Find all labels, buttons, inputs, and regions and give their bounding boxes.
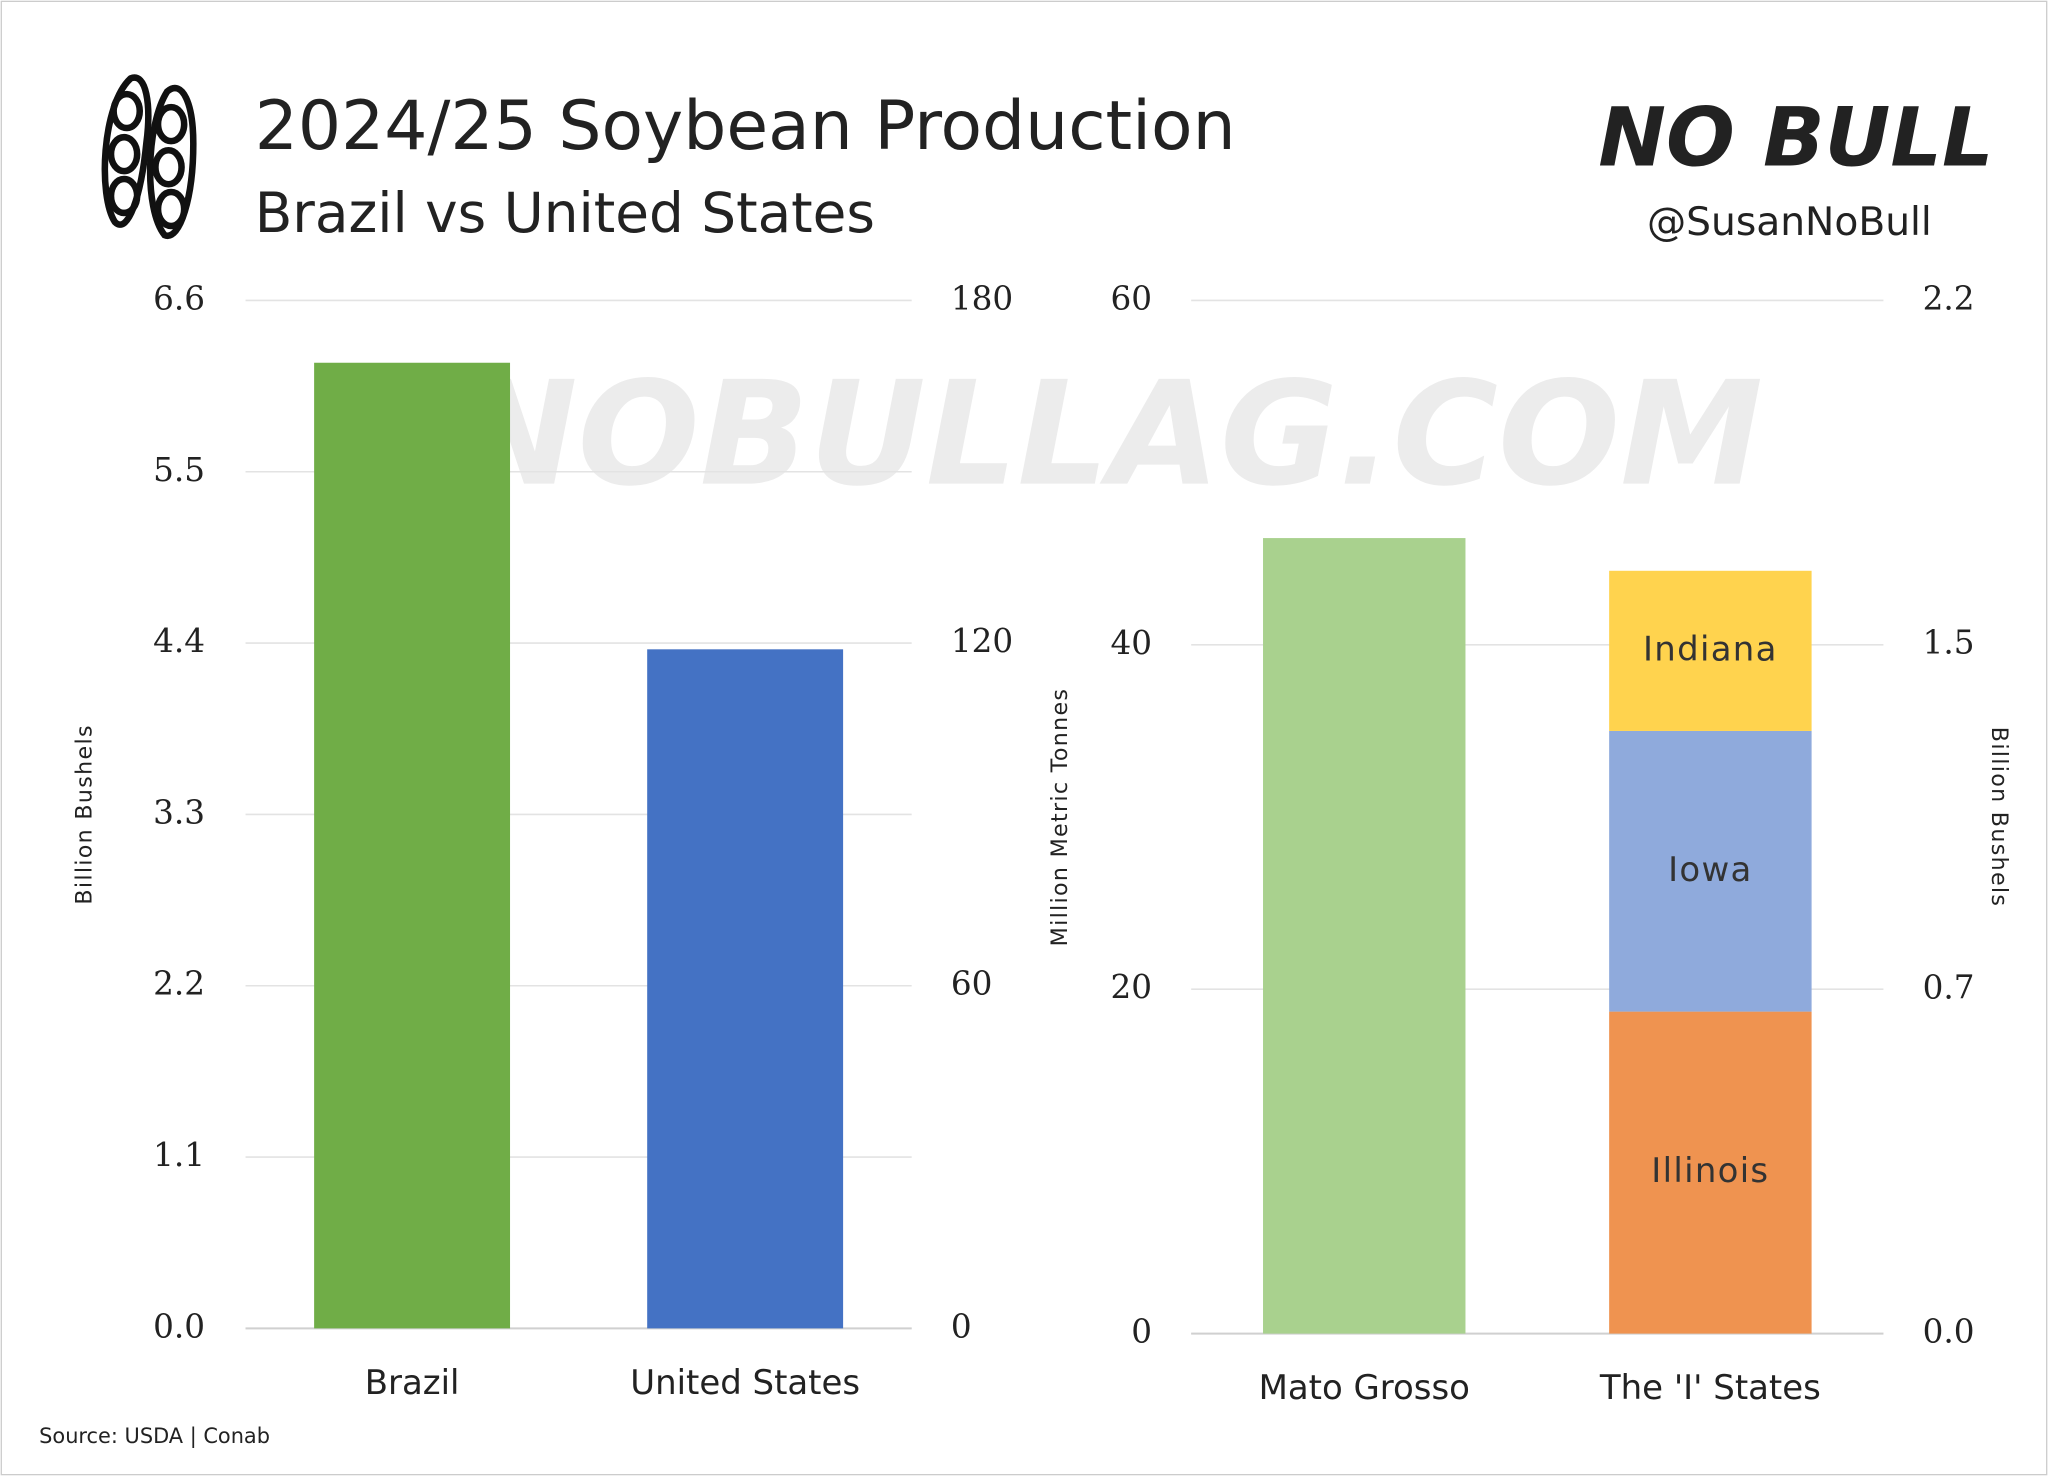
bar-segment <box>1609 570 1812 731</box>
x-tick-label: Mato Grosso <box>1259 1368 1470 1408</box>
chart-title: 2024/25 Soybean Production <box>255 87 1236 166</box>
y2-tick-label: 120 <box>951 622 1013 660</box>
y-tick-label: 0.0 <box>153 1307 205 1345</box>
bar <box>314 362 511 1329</box>
y-tick-label: 3.3 <box>153 793 205 831</box>
y2-tick-label: 0 <box>951 1307 972 1345</box>
bar <box>647 649 844 1329</box>
y-tick-label: 6.6 <box>153 279 205 317</box>
y2-axis-label: Billion Bushels <box>1986 727 2012 907</box>
segment-label: Illinois <box>1651 1151 1769 1191</box>
y-tick-label: 60 <box>1110 279 1152 317</box>
y-tick-label: 1.1 <box>153 1136 205 1174</box>
handle: @SusanNoBull <box>1647 200 1932 245</box>
source: Source: USDA | Conab <box>39 1424 270 1449</box>
y2-tick-label: 0.7 <box>1923 968 1975 1006</box>
soybean-icon <box>101 74 197 239</box>
bar-segment <box>1609 730 1812 1012</box>
y-tick-label: 20 <box>1110 968 1152 1006</box>
y-tick-label: 0 <box>1131 1313 1152 1351</box>
y-tick-label: 5.5 <box>153 451 205 489</box>
chart-subtitle: Brazil vs United States <box>255 181 875 245</box>
y2-tick-label: 2.2 <box>1923 279 1975 317</box>
bar-segment <box>1609 1011 1812 1334</box>
y2-tick-label: 1.5 <box>1923 624 1975 662</box>
x-tick-label: United States <box>630 1363 860 1403</box>
bar-segment <box>1263 538 1466 1334</box>
segment-label: Iowa <box>1668 850 1753 890</box>
y-tick-label: 4.4 <box>153 622 205 660</box>
y2-tick-label: 60 <box>951 965 993 1003</box>
y2-tick-label: 0.0 <box>1923 1313 1975 1351</box>
y2-tick-label: 180 <box>951 279 1013 317</box>
segment-label: Indiana <box>1643 629 1778 669</box>
logo: NO BULL <box>1598 92 1993 186</box>
y-tick-label: 2.2 <box>153 965 205 1003</box>
y-axis-label: Billion Bushels <box>71 724 97 904</box>
x-tick-label: Brazil <box>365 1363 460 1403</box>
y-axis-label: Million Metric Tonnes <box>1047 688 1073 947</box>
y-tick-label: 40 <box>1110 624 1152 662</box>
watermark: NOBULLAG.COM <box>457 351 1763 518</box>
x-tick-label: The 'I' States <box>1599 1368 1821 1408</box>
